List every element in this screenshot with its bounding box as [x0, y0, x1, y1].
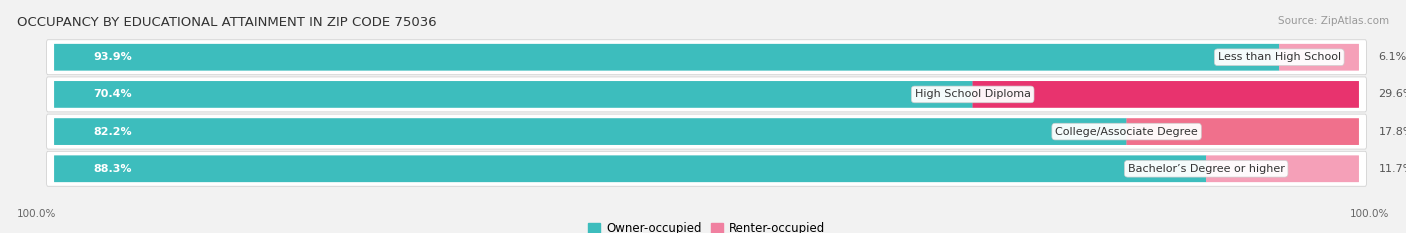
- Text: 6.1%: 6.1%: [1378, 52, 1406, 62]
- Text: 100.0%: 100.0%: [17, 209, 56, 219]
- Text: Bachelor’s Degree or higher: Bachelor’s Degree or higher: [1128, 164, 1285, 174]
- FancyBboxPatch shape: [53, 155, 1206, 182]
- Text: 100.0%: 100.0%: [1350, 209, 1389, 219]
- Text: Source: ZipAtlas.com: Source: ZipAtlas.com: [1278, 16, 1389, 26]
- Text: 11.7%: 11.7%: [1378, 164, 1406, 174]
- FancyBboxPatch shape: [46, 77, 1367, 112]
- Text: College/Associate Degree: College/Associate Degree: [1056, 127, 1198, 137]
- Legend: Owner-occupied, Renter-occupied: Owner-occupied, Renter-occupied: [583, 217, 830, 233]
- Text: OCCUPANCY BY EDUCATIONAL ATTAINMENT IN ZIP CODE 75036: OCCUPANCY BY EDUCATIONAL ATTAINMENT IN Z…: [17, 16, 436, 29]
- FancyBboxPatch shape: [973, 81, 1360, 108]
- Text: Less than High School: Less than High School: [1218, 52, 1341, 62]
- FancyBboxPatch shape: [46, 40, 1367, 75]
- FancyBboxPatch shape: [46, 151, 1367, 186]
- FancyBboxPatch shape: [1126, 118, 1360, 145]
- FancyBboxPatch shape: [53, 118, 1126, 145]
- Text: 70.4%: 70.4%: [93, 89, 132, 99]
- Text: High School Diploma: High School Diploma: [915, 89, 1031, 99]
- Text: 93.9%: 93.9%: [93, 52, 132, 62]
- FancyBboxPatch shape: [53, 44, 1279, 71]
- FancyBboxPatch shape: [1279, 44, 1360, 71]
- Text: 29.6%: 29.6%: [1378, 89, 1406, 99]
- FancyBboxPatch shape: [1206, 155, 1360, 182]
- FancyBboxPatch shape: [46, 114, 1367, 149]
- Text: 82.2%: 82.2%: [93, 127, 132, 137]
- Text: 17.8%: 17.8%: [1378, 127, 1406, 137]
- Text: 88.3%: 88.3%: [93, 164, 132, 174]
- FancyBboxPatch shape: [53, 81, 973, 108]
